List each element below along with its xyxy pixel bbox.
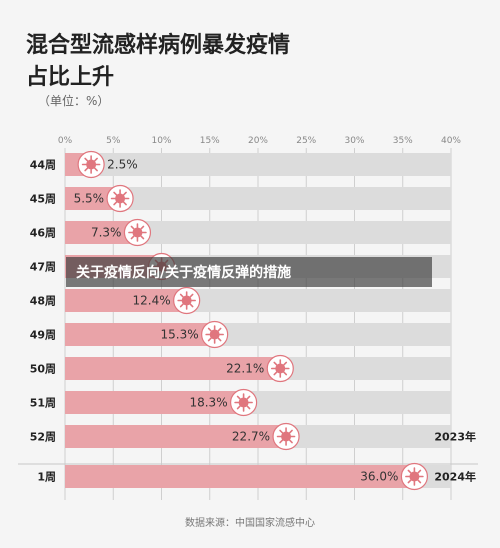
bar-track xyxy=(65,153,451,176)
category-label: 47周 xyxy=(30,261,56,274)
virus-icon-core xyxy=(86,159,97,170)
virus-icon-spike xyxy=(130,225,135,230)
chart-title-line-2: 占比上升 xyxy=(26,65,115,90)
x-tick-label: 25% xyxy=(296,136,316,146)
virus-icon-core xyxy=(275,363,286,374)
virus-icon-spike xyxy=(283,371,288,376)
virus-icon-core xyxy=(181,295,192,306)
bar-track xyxy=(65,187,451,210)
data-label: 22.7% xyxy=(232,430,270,444)
virus-icon-spike xyxy=(93,157,98,162)
data-label: 15.3% xyxy=(161,328,199,342)
x-tick-label: 10% xyxy=(151,136,171,146)
caption-text: 关于疫情反向/关于疫情反弹的措施 xyxy=(76,265,292,281)
virus-icon-spike xyxy=(189,293,194,298)
virus-icon-spike xyxy=(113,201,118,206)
virus-icon-spike xyxy=(122,191,127,196)
x-tick-label: 35% xyxy=(393,136,413,146)
virus-icon-spike xyxy=(207,337,212,342)
virus-icon-spike xyxy=(407,469,412,474)
virus-icon-spike xyxy=(273,371,278,376)
x-tick-label: 5% xyxy=(106,136,121,146)
bar xyxy=(65,221,136,244)
virus-icon-spike xyxy=(288,439,293,444)
virus-icon-spike xyxy=(84,157,89,162)
x-tick-label: 40% xyxy=(441,136,461,146)
data-label: 7.3% xyxy=(91,226,122,240)
caption-overlay: 关于疫情反向/关于疫情反弹的措施 xyxy=(66,257,432,287)
virus-icon-spike xyxy=(130,235,135,240)
chart-title: 混合型流感样病例暴发疫情 占比上升 xyxy=(26,30,290,94)
data-label: 36.0% xyxy=(360,470,398,484)
virus-icon-core xyxy=(115,193,126,204)
virus-icon-spike xyxy=(273,361,278,366)
bar xyxy=(65,391,242,414)
virus-icon-spike xyxy=(122,201,127,206)
bar xyxy=(65,187,119,210)
virus-icon-core xyxy=(238,397,249,408)
x-tick-label: 20% xyxy=(248,136,268,146)
virus-icon-spike xyxy=(246,395,251,400)
category-label: 51周 xyxy=(30,397,56,410)
x-tick-label: 0% xyxy=(58,136,73,146)
virus-icon-spike xyxy=(189,303,194,308)
category-label: 46周 xyxy=(30,227,56,240)
category-label: 48周 xyxy=(30,295,56,308)
source-note: 数据来源：中国国家流感中心 xyxy=(185,518,315,529)
data-label: 22.1% xyxy=(226,362,264,376)
virus-icon-spike xyxy=(279,429,284,434)
category-label: 45周 xyxy=(30,193,56,206)
virus-icon-core xyxy=(281,431,292,442)
virus-icon-spike xyxy=(236,395,241,400)
virus-icon-spike xyxy=(179,293,184,298)
category-label: 52周 xyxy=(30,431,56,444)
virus-icon-spike xyxy=(179,303,184,308)
virus-icon-spike xyxy=(417,479,422,484)
virus-icon-spike xyxy=(279,439,284,444)
x-tick-label: 15% xyxy=(200,136,220,146)
bar xyxy=(65,425,285,448)
virus-icon-spike xyxy=(288,429,293,434)
bar xyxy=(65,323,213,346)
year-label: 2024年 xyxy=(434,470,476,484)
bar xyxy=(65,465,413,488)
virus-icon-spike xyxy=(84,167,89,172)
bar xyxy=(65,289,185,312)
virus-icon-spike xyxy=(93,167,98,172)
virus-icon-core xyxy=(209,329,220,340)
virus-icon-spike xyxy=(140,235,145,240)
virus-icon-spike xyxy=(140,225,145,230)
bar xyxy=(65,357,279,380)
virus-icon-core xyxy=(409,471,420,482)
year-label: 2023年 xyxy=(434,430,476,444)
virus-icon-spike xyxy=(417,469,422,474)
x-tick-label: 30% xyxy=(344,136,364,146)
category-label: 1周 xyxy=(37,471,56,484)
category-label: 50周 xyxy=(30,363,56,376)
unit-label: （单位：%） xyxy=(38,94,110,108)
data-label: 2.5% xyxy=(107,158,138,172)
data-label: 5.5% xyxy=(74,192,105,206)
virus-icon-spike xyxy=(407,479,412,484)
virus-icon-spike xyxy=(217,337,222,342)
category-label: 44周 xyxy=(30,159,56,172)
virus-icon-spike xyxy=(246,405,251,410)
virus-icon-spike xyxy=(236,405,241,410)
chart-title-line-1: 混合型流感样病例暴发疫情 xyxy=(26,33,291,58)
virus-icon-spike xyxy=(217,327,222,332)
virus-icon-spike xyxy=(113,191,118,196)
virus-icon-spike xyxy=(283,361,288,366)
data-label: 18.3% xyxy=(189,396,227,410)
bar-track xyxy=(65,221,451,244)
category-label: 49周 xyxy=(30,329,56,342)
data-label: 12.4% xyxy=(133,294,171,308)
virus-icon-core xyxy=(132,227,143,238)
virus-icon-spike xyxy=(207,327,212,332)
